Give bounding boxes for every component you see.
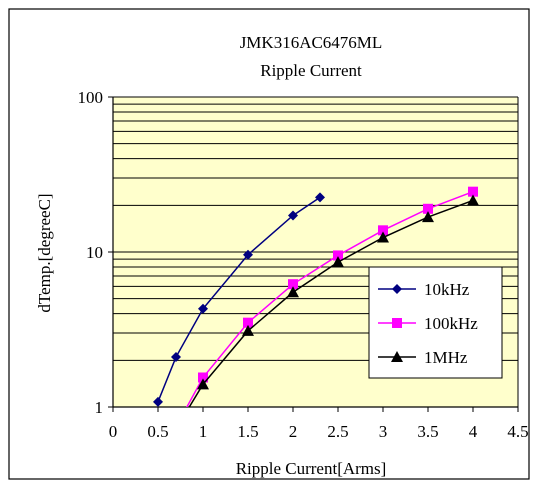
x-tick-label: 1.5	[237, 422, 258, 441]
data-point-1mhz	[287, 286, 299, 298]
data-point-100khz	[423, 203, 433, 214]
legend-marker-10khz	[392, 284, 402, 294]
x-tick-label: 1	[199, 422, 208, 441]
data-point-100khz	[198, 372, 208, 383]
data-point-100khz	[378, 225, 388, 236]
legend-label-100khz: 100kHz	[424, 314, 478, 333]
x-axis-title: Ripple Current[Arms]	[236, 459, 387, 478]
x-tick-label: 3	[379, 422, 388, 441]
y-tick-label: 10	[86, 243, 103, 262]
x-tick-label: 3.5	[417, 422, 438, 441]
legend-marker-1mhz	[391, 351, 403, 362]
x-tick-label: 0.5	[147, 422, 168, 441]
data-point-1mhz	[197, 378, 209, 390]
series-100khz	[186, 186, 478, 407]
series-line-100khz	[186, 190, 474, 407]
y-axis-title: dTemp.[degreeC]	[35, 193, 54, 312]
data-point-1mhz	[422, 211, 434, 223]
data-point-10khz	[315, 192, 325, 203]
data-point-100khz	[468, 186, 478, 197]
data-point-1mhz	[377, 231, 389, 243]
chart-subtitle: Ripple Current	[260, 61, 362, 80]
data-point-100khz	[288, 279, 298, 290]
chart-title: JMK316AC6476ML	[240, 33, 383, 52]
series-line-10khz	[157, 196, 321, 403]
series-1mhz	[188, 194, 479, 407]
data-point-10khz	[243, 249, 253, 260]
data-point-1mhz	[242, 324, 254, 336]
data-point-10khz	[171, 352, 181, 363]
y-tick-label: 100	[78, 88, 104, 107]
x-tick-label: 2	[289, 422, 298, 441]
series-10khz	[153, 192, 325, 407]
data-point-1mhz	[467, 194, 479, 206]
data-point-1mhz	[332, 256, 344, 268]
legend-marker-100khz	[392, 318, 402, 328]
series-line-1mhz	[188, 199, 474, 407]
x-tick-label: 4	[469, 422, 478, 441]
legend-label-1mhz: 1MHz	[424, 348, 468, 367]
data-point-10khz	[288, 210, 298, 221]
x-tick-label: 4.5	[507, 422, 528, 441]
y-tick-label: 1	[95, 398, 104, 417]
x-tick-label: 2.5	[327, 422, 348, 441]
data-point-100khz	[333, 250, 343, 261]
data-point-10khz	[153, 396, 163, 407]
data-point-100khz	[243, 317, 253, 328]
legend: 10kHz 100kHz 1MHz	[368, 266, 503, 379]
x-tick-label: 0	[109, 422, 118, 441]
legend-label-10khz: 10kHz	[424, 280, 470, 299]
data-point-10khz	[198, 303, 208, 314]
